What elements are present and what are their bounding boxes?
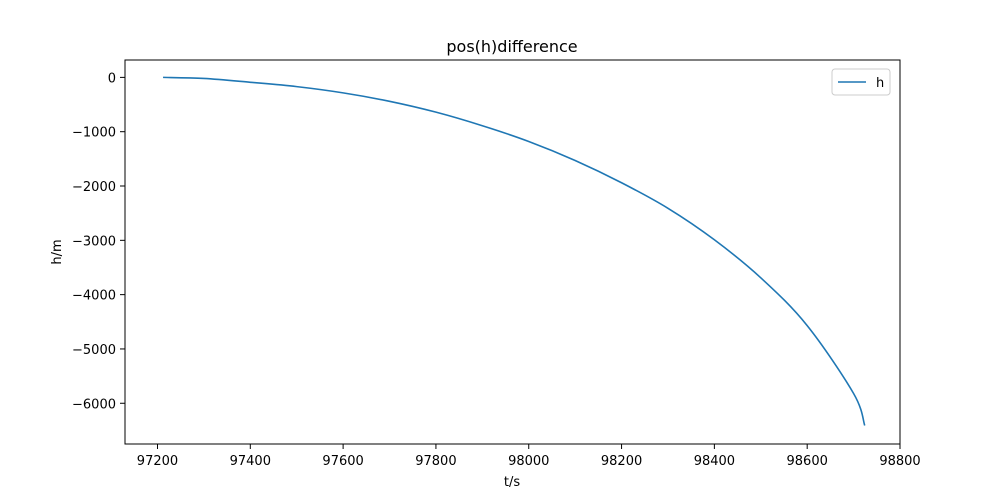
x-tick-label: 97400 [230, 454, 271, 469]
x-axis-title: t/s [504, 475, 520, 490]
y-tick-label: −6000 [72, 397, 116, 412]
x-tick-label: 98200 [601, 454, 642, 469]
y-axis: 0 −1000 −2000 −3000 −4000 −5000 −6000 [72, 71, 125, 412]
legend: h [831, 68, 891, 96]
x-tick-label: 97600 [322, 454, 363, 469]
legend-label: h [876, 76, 884, 91]
y-tick-label: −2000 [72, 180, 116, 195]
x-tick-label: 97200 [137, 454, 178, 469]
x-tick-label: 98800 [879, 454, 920, 469]
x-tick-label: 98000 [508, 454, 549, 469]
y-tick-label: 0 [108, 71, 116, 86]
x-tick-label: 98600 [787, 454, 828, 469]
x-tick-label: 97800 [415, 454, 456, 469]
y-tick-label: −3000 [72, 234, 116, 249]
chart-title: pos(h)difference [446, 37, 577, 56]
y-tick-label: −1000 [72, 126, 116, 141]
x-axis: 97200 97400 97600 97800 98000 98200 98400 98600… [137, 444, 921, 469]
series-layer [163, 76, 866, 426]
plot-area-frame [124, 59, 901, 445]
y-tick-label: −4000 [72, 289, 116, 304]
y-tick-label: −5000 [72, 343, 116, 358]
series-line-h [163, 76, 866, 426]
y-axis-title: h/m [50, 239, 65, 264]
x-tick-label: 98400 [694, 454, 735, 469]
